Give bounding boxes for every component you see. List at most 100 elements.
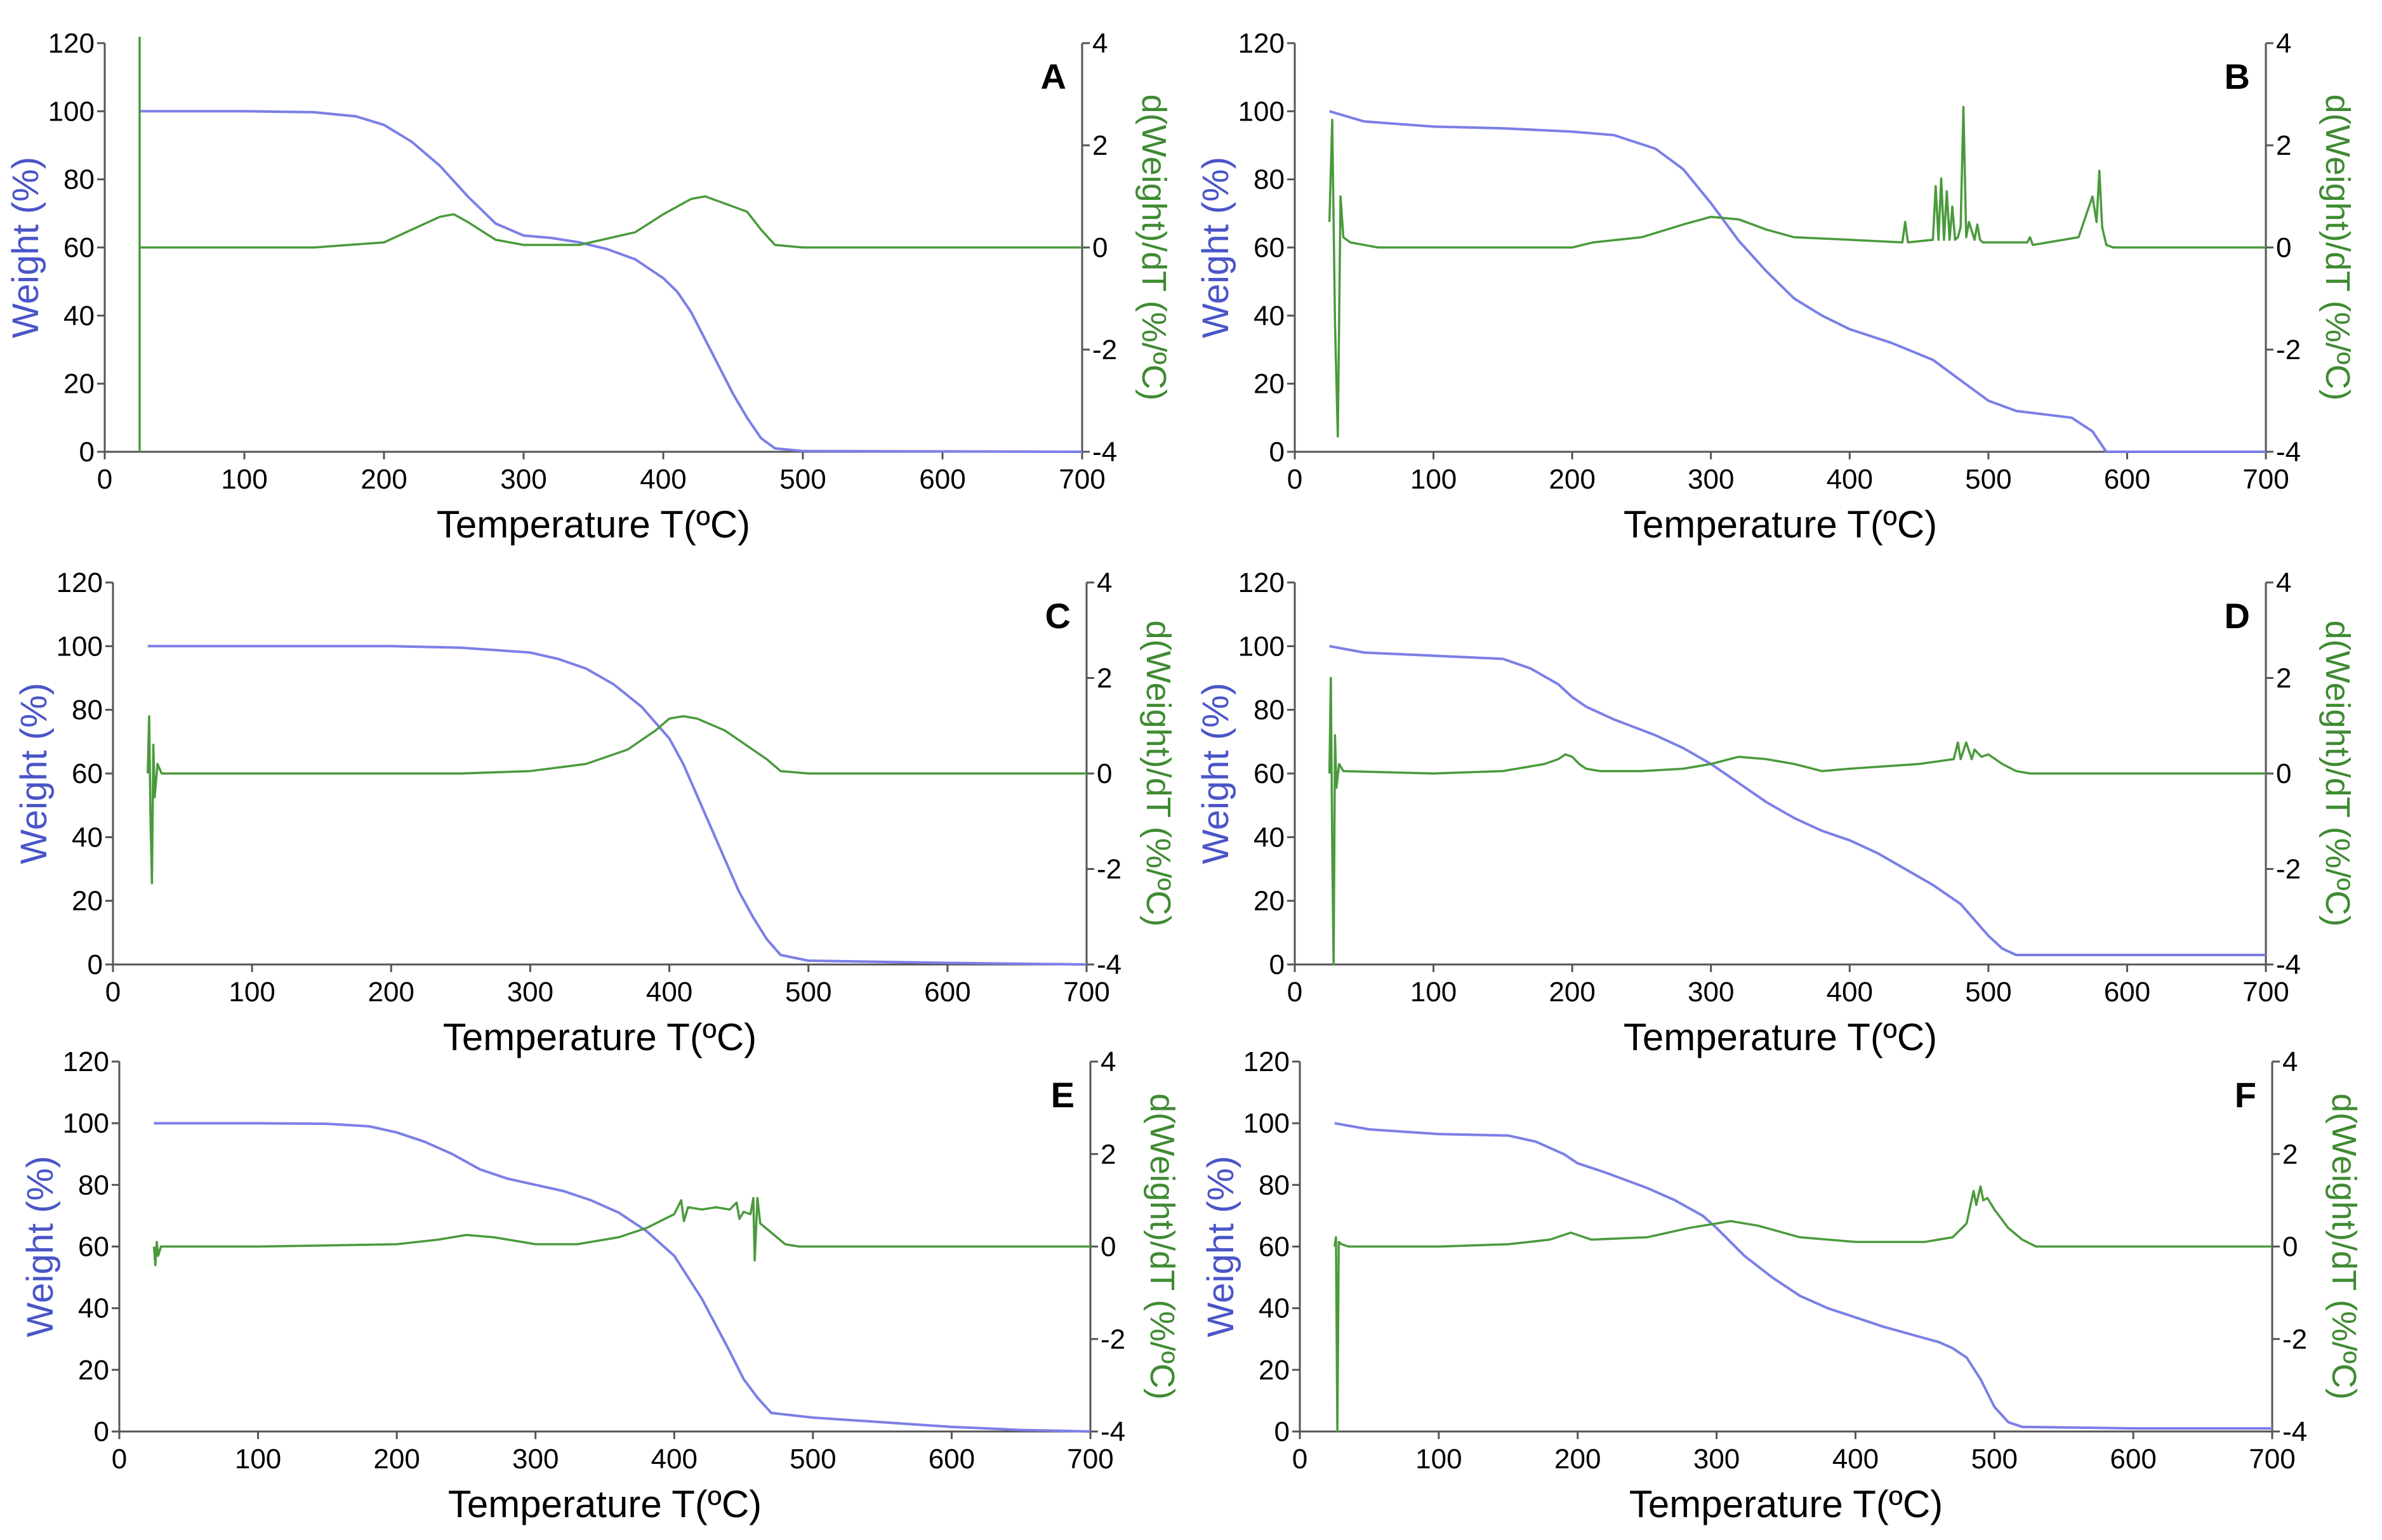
weight-series-line	[1334, 1122, 2272, 1430]
x-tick-label: 300	[507, 977, 553, 1008]
y-right-tick-label: 2	[2276, 130, 2291, 161]
y-left-tick-label: 100	[1238, 631, 1285, 662]
y-right-axis-title: d(Weight)/dT (%/ºC)	[2319, 621, 2357, 927]
x-tick-label: 300	[1688, 464, 1734, 495]
y-left-tick-label: 0	[79, 437, 95, 468]
y-left-tick-label: 20	[72, 886, 103, 917]
y-right-tick-label: 0	[1097, 758, 1112, 789]
y-left-tick-label: 40	[63, 300, 95, 331]
y-left-tick-label: 120	[1243, 1046, 1290, 1077]
y-right-axis-title: d(Weight)/dT (%/ºC)	[2325, 1093, 2363, 1400]
y-left-axis-title: Weight (%)	[20, 1156, 61, 1338]
y-right-tick-label: 4	[2276, 567, 2291, 598]
x-tick-label: 300	[1688, 977, 1734, 1008]
panel-label: E	[1051, 1075, 1075, 1115]
x-axis-title: Temperature T(ºC)	[448, 1483, 762, 1525]
derivative-series-line	[1328, 676, 2266, 966]
x-tick-label: 100	[221, 464, 267, 495]
y-right-tick-label: -4	[2276, 949, 2301, 980]
y-right-tick-label: -2	[1101, 1324, 1125, 1355]
y-left-tick-label: 80	[1254, 164, 1285, 195]
y-right-tick-label: 2	[1097, 663, 1112, 694]
y-right-tick-label: 0	[2276, 758, 2291, 789]
weight-series-line	[1329, 110, 2266, 453]
y-left-tick-label: 60	[1259, 1232, 1290, 1263]
y-left-tick-label: 80	[78, 1169, 109, 1201]
derivative-series-line	[140, 195, 1082, 249]
y-left-tick-label: 0	[88, 949, 103, 980]
x-axis-title: Temperature T(ºC)	[443, 1016, 757, 1058]
chart-panel-b: 0 100 200 300 400 500 600 700020406080100120-4-…	[1195, 28, 2357, 546]
x-tick-label: 0	[1292, 1444, 1307, 1475]
y-left-axis-title: Weight (%)	[1200, 1156, 1241, 1338]
x-axis-title: Temperature T(ºC)	[1629, 1483, 1943, 1525]
y-right-axis-title: d(Weight)/dT (%/ºC)	[1139, 621, 1177, 927]
y-left-tick-label: 100	[1238, 96, 1285, 127]
chart-panel-f: 0 100 200 300 400 500 600 700020406080100120-4-…	[1200, 1046, 2363, 1525]
y-right-tick-label: 0	[2282, 1232, 2298, 1263]
y-left-tick-label: 20	[1259, 1355, 1290, 1386]
y-left-tick-label: 20	[1254, 369, 1285, 400]
x-tick-label: 300	[1693, 1444, 1740, 1475]
y-right-axis-title: d(Weight)/dT (%/ºC)	[1143, 1093, 1181, 1400]
y-right-tick-label: 2	[1101, 1139, 1116, 1170]
weight-series-line	[147, 645, 1087, 966]
panel-label: B	[2225, 56, 2250, 96]
y-left-tick-label: 40	[1254, 300, 1285, 331]
x-tick-label: 200	[361, 464, 407, 495]
chart-panel-c: 0 100 200 300 400 500 600 700020406080100120-4-…	[13, 567, 1177, 1058]
y-left-tick-label: 20	[1254, 886, 1285, 917]
y-left-tick-label: 60	[72, 758, 103, 789]
chart-panel-a: 0 100 200 300 400 500 600 700020406080100120-4-…	[5, 28, 1173, 546]
x-axis-title: Temperature T(ºC)	[1624, 503, 1937, 546]
x-tick-label: 600	[919, 464, 965, 495]
x-tick-label: 500	[1965, 977, 2011, 1008]
y-left-tick-label: 40	[1259, 1293, 1290, 1324]
x-tick-label: 600	[2110, 1444, 2156, 1475]
y-left-tick-label: 100	[63, 1108, 109, 1139]
x-tick-label: 600	[2104, 464, 2150, 495]
y-left-tick-label: 0	[1274, 1416, 1290, 1447]
y-left-tick-label: 40	[72, 822, 103, 853]
x-tick-label: 200	[1554, 1444, 1601, 1475]
panel-label: F	[2235, 1075, 2256, 1115]
y-left-tick-label: 60	[1254, 232, 1285, 263]
y-left-tick-label: 20	[78, 1355, 109, 1386]
y-right-tick-label: -2	[1092, 334, 1117, 365]
weight-series-line	[140, 110, 1083, 453]
x-tick-label: 700	[2249, 1444, 2295, 1475]
y-left-tick-label: 120	[48, 28, 95, 59]
x-tick-label: 200	[1549, 977, 1595, 1008]
x-tick-label: 100	[235, 1444, 281, 1475]
x-tick-label: 0	[105, 977, 121, 1008]
y-right-tick-label: 4	[2282, 1046, 2298, 1077]
x-tick-label: 700	[1059, 464, 1105, 495]
x-tick-label: 500	[779, 464, 826, 495]
y-left-tick-label: 80	[63, 164, 95, 195]
x-tick-label: 500	[785, 977, 831, 1008]
x-tick-label: 300	[500, 464, 546, 495]
y-left-axis-title: Weight (%)	[1195, 157, 1236, 338]
y-left-tick-label: 0	[1269, 949, 1285, 980]
y-right-tick-label: -2	[2276, 334, 2301, 365]
panel-label: A	[1041, 56, 1066, 96]
x-axis-title: Temperature T(ºC)	[437, 503, 750, 546]
derivative-series-line	[1333, 1185, 2272, 1433]
x-tick-label: 100	[1410, 977, 1457, 1008]
y-right-tick-label: 4	[1092, 28, 1108, 59]
y-left-tick-label: 0	[1269, 437, 1285, 468]
y-left-tick-label: 80	[1259, 1169, 1290, 1201]
x-tick-label: 200	[1549, 464, 1595, 495]
y-left-tick-label: 40	[1254, 822, 1285, 853]
derivative-series-line	[152, 1197, 1090, 1267]
y-left-tick-label: 120	[1238, 567, 1285, 598]
y-left-tick-label: 60	[1254, 758, 1285, 789]
chart-panel-d: 0 100 200 300 400 500 600 700020406080100120-4-…	[1195, 567, 2357, 1058]
y-left-tick-label: 100	[56, 631, 103, 662]
x-tick-label: 200	[373, 1444, 420, 1475]
x-tick-label: 100	[1415, 1444, 1462, 1475]
y-right-axis-title: d(Weight)/dT (%/ºC)	[1135, 95, 1173, 401]
y-right-tick-label: 4	[1097, 567, 1112, 598]
y-right-tick-label: -2	[2282, 1324, 2307, 1355]
